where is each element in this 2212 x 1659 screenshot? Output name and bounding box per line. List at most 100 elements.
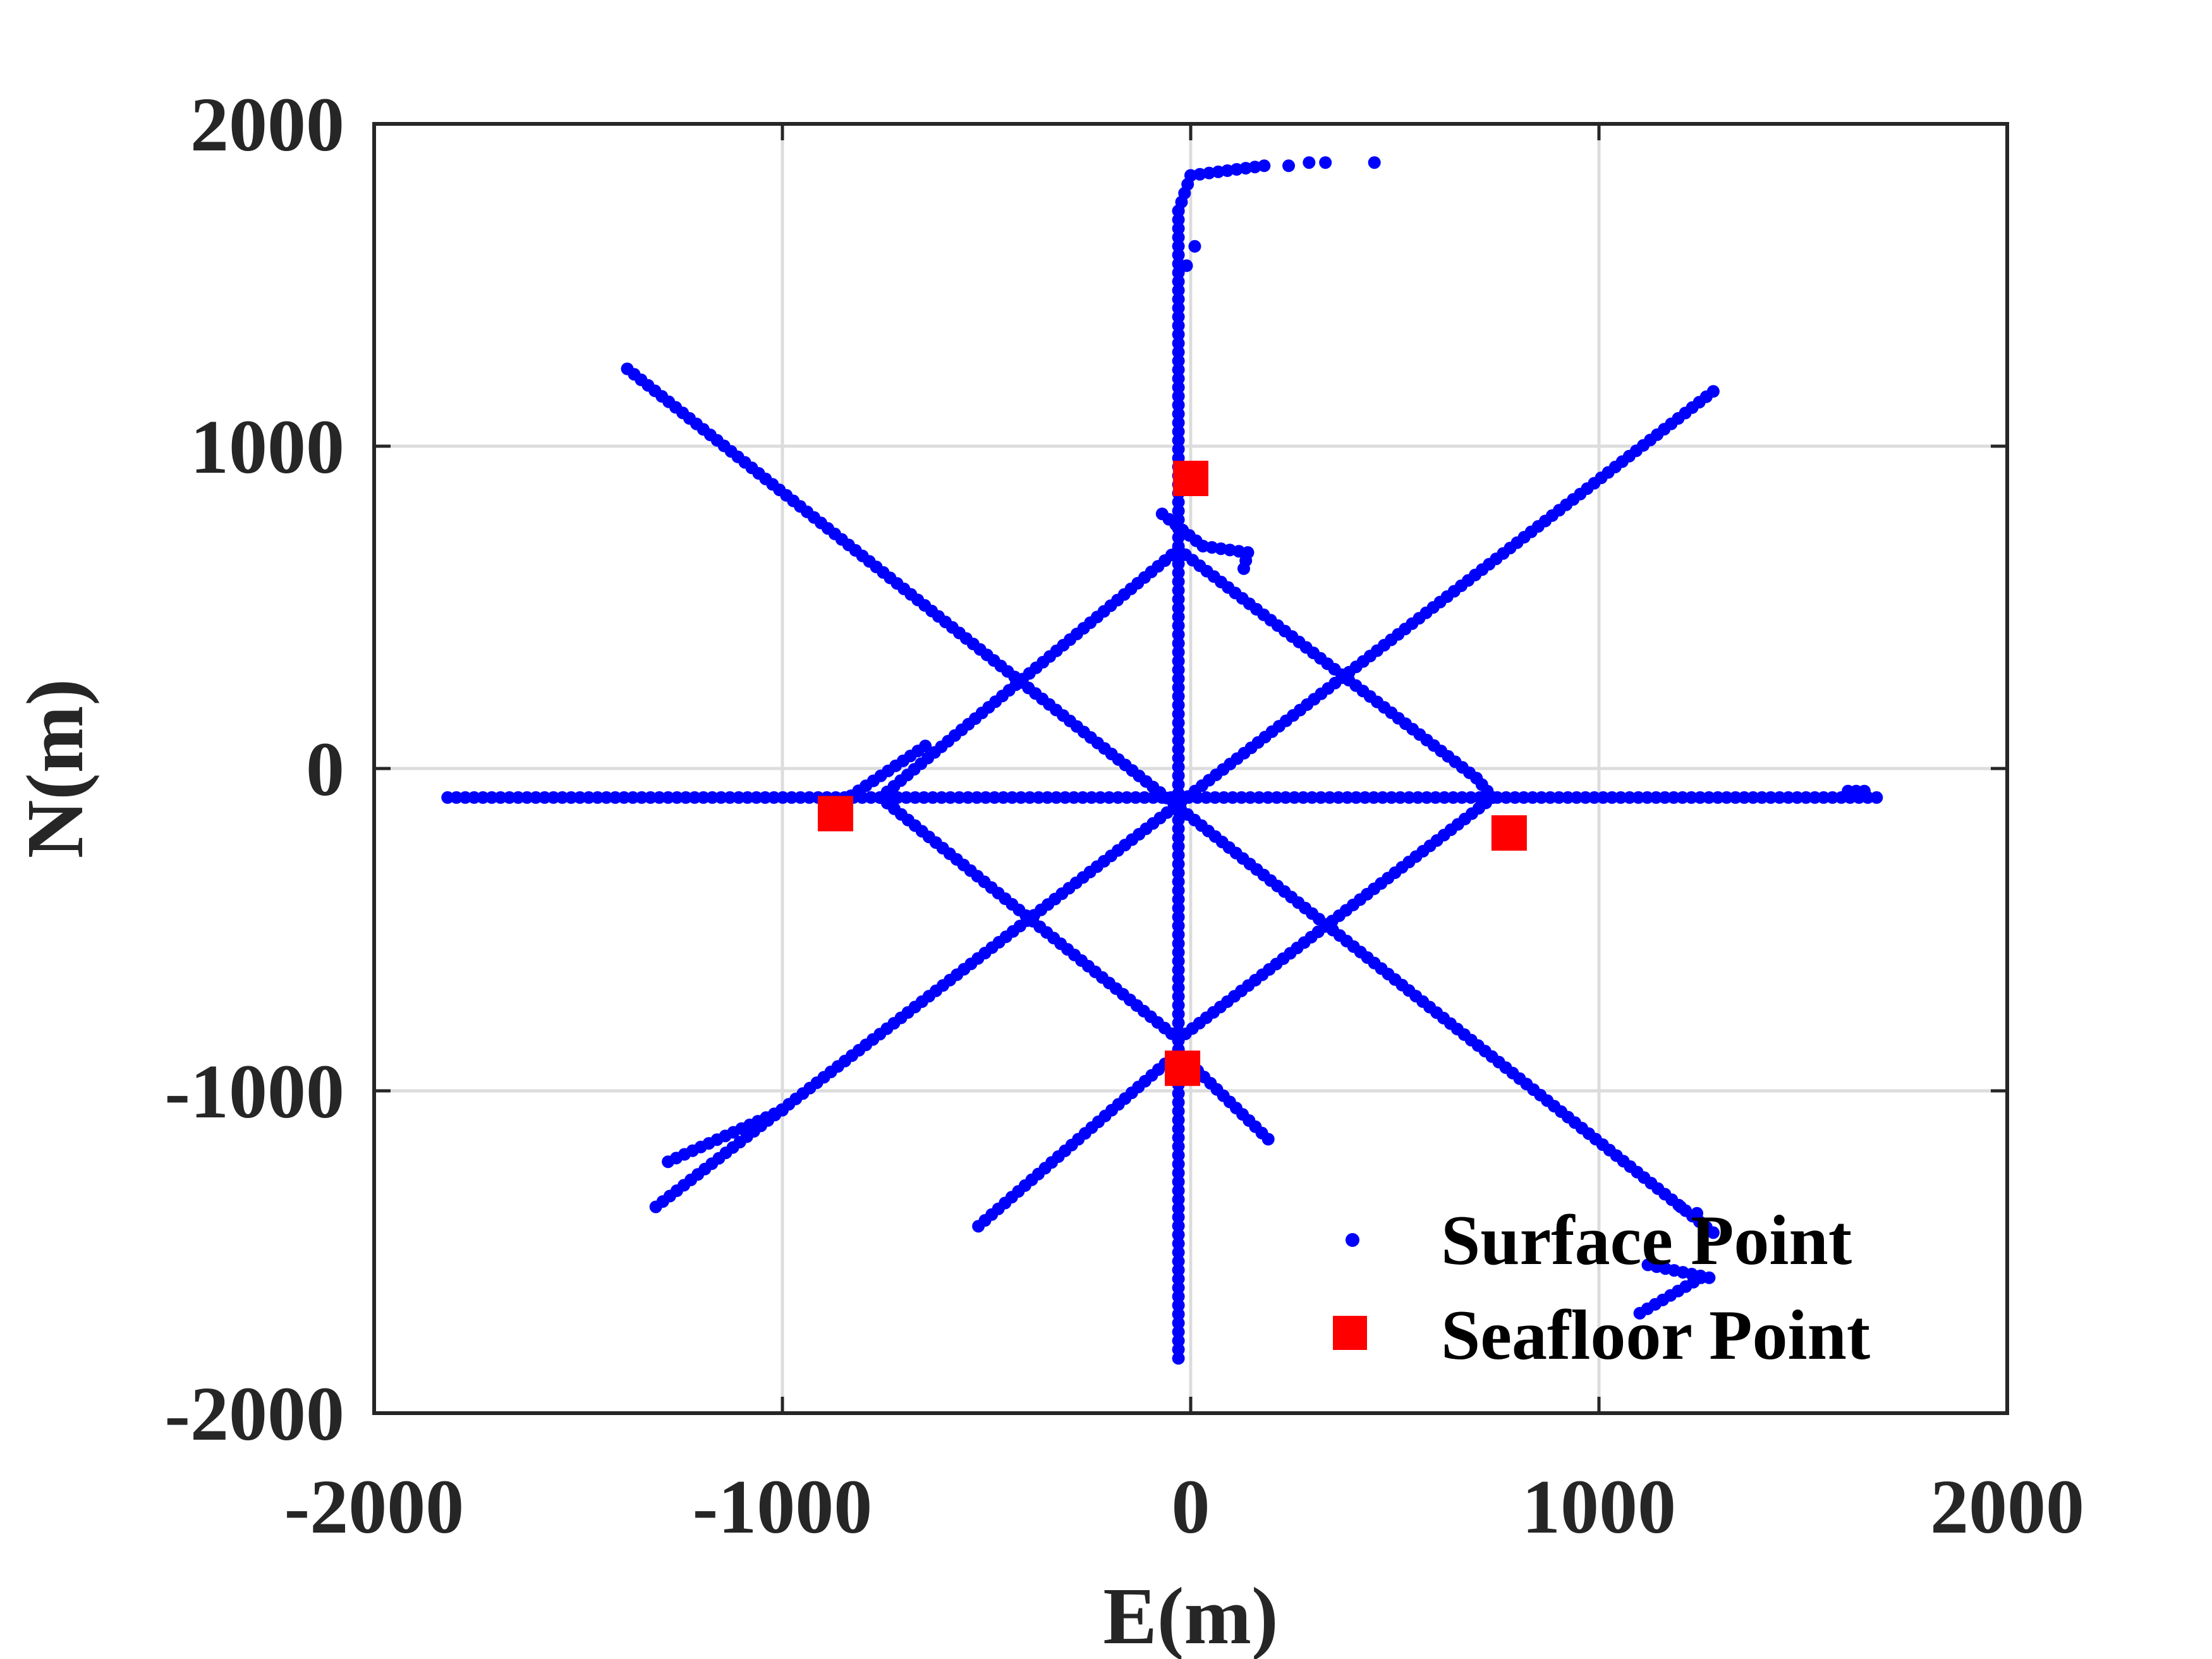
- surface-point: [1826, 791, 1839, 804]
- surface-point: [1172, 337, 1185, 350]
- surface-point: [1172, 672, 1185, 685]
- surface-point: [1561, 791, 1574, 804]
- surface-point: [1067, 791, 1081, 804]
- surface-point: [1172, 566, 1185, 580]
- surface-point: [970, 791, 983, 804]
- surface-point: [697, 791, 710, 804]
- surface-point: [1172, 734, 1185, 747]
- x-tick-label: 0: [1172, 1464, 1210, 1550]
- surface-point: [1315, 791, 1327, 804]
- surface-point: [1172, 619, 1185, 633]
- surface-point: [547, 791, 560, 804]
- y-tick-label: 1000: [190, 404, 344, 490]
- surface-point: [1172, 240, 1185, 253]
- surface-point: [1172, 866, 1185, 880]
- surface-point: [1076, 791, 1090, 804]
- surface-point: [961, 791, 975, 804]
- surface-point: [511, 791, 525, 804]
- surface-point: [794, 791, 807, 804]
- surface-point: [750, 791, 763, 804]
- surface-point: [1244, 791, 1257, 804]
- surface-point: [1385, 791, 1398, 804]
- surface-point: [1172, 222, 1185, 235]
- surface-point: [1172, 355, 1185, 368]
- surface-point: [1438, 791, 1451, 804]
- surface-point: [1367, 791, 1380, 804]
- surface-point: [485, 791, 499, 804]
- surface-point: [1552, 791, 1565, 804]
- surface-point: [1172, 725, 1185, 738]
- surface-point: [952, 791, 966, 804]
- surface-point: [1676, 791, 1689, 804]
- grid-lines: [374, 124, 2007, 1413]
- surface-point: [1588, 791, 1601, 804]
- surface-point: [520, 791, 533, 804]
- surface-point: [1172, 1122, 1185, 1136]
- surface-point: [1172, 1334, 1185, 1347]
- surface-point: [1641, 791, 1654, 804]
- surface-point: [1172, 1308, 1185, 1321]
- surface-point: [1172, 372, 1185, 386]
- surface-point: [1172, 1087, 1185, 1100]
- surface-point: [1172, 275, 1185, 288]
- surface-point: [1172, 346, 1185, 359]
- legend-marker-seafloor-point: [1333, 1316, 1367, 1350]
- surface-point: [503, 791, 516, 804]
- surface-point: [441, 791, 454, 804]
- surface-point: [1323, 791, 1336, 804]
- legend-marker-surface-point: [1346, 1233, 1359, 1247]
- surface-point: [1237, 562, 1250, 575]
- surface-point: [1172, 1255, 1185, 1268]
- surface-point: [1172, 743, 1185, 756]
- surface-point: [1172, 266, 1185, 279]
- surface-point: [1050, 791, 1063, 804]
- surface-point: [1172, 1237, 1185, 1250]
- plot-border: [372, 122, 2009, 1415]
- surface-point: [1172, 611, 1185, 624]
- surface-point: [1172, 716, 1185, 729]
- surface-point: [909, 791, 921, 804]
- surface-point: [1172, 416, 1185, 429]
- seafloor-point: [1173, 461, 1208, 496]
- surface-point: [758, 791, 772, 804]
- surface-point: [926, 791, 939, 804]
- surface-point: [1172, 381, 1185, 394]
- surface-point: [1172, 231, 1185, 244]
- surface-point: [1279, 791, 1292, 804]
- surface-point: [1172, 1316, 1185, 1330]
- surface-point: [653, 791, 666, 804]
- surface-point: [1258, 159, 1271, 173]
- surface-point: [477, 791, 490, 804]
- legend-label-seafloor-point: Seafloor Point: [1441, 1296, 1870, 1375]
- surface-point: [1172, 981, 1185, 994]
- surface-point: [1172, 319, 1185, 332]
- surface-point: [1129, 791, 1142, 804]
- y-tick-label: 2000: [190, 82, 344, 167]
- surface-point: [1526, 791, 1539, 804]
- surface-point: [1764, 791, 1777, 804]
- surface-point: [1172, 1105, 1185, 1118]
- surface-point: [979, 791, 992, 804]
- surface-point: [1172, 1167, 1185, 1179]
- surface-point: [1172, 1352, 1185, 1365]
- surface-point: [1172, 1281, 1185, 1294]
- surface-point: [1172, 778, 1185, 791]
- surface-point: [1411, 791, 1425, 804]
- surface-point: [1172, 902, 1185, 915]
- surface-point: [1729, 791, 1742, 804]
- surface-point: [944, 791, 957, 804]
- surface-point: [997, 791, 1010, 804]
- surface-point: [1172, 1246, 1185, 1259]
- surface-point: [1368, 156, 1381, 169]
- surface-point: [988, 791, 1001, 804]
- surface-point: [919, 739, 932, 753]
- surface-point: [1447, 791, 1460, 804]
- surface-point: [1667, 791, 1680, 804]
- surface-point: [1349, 791, 1363, 804]
- surface-point: [1172, 1343, 1185, 1356]
- surface-point: [1270, 791, 1284, 804]
- x-tick-label: 1000: [1522, 1464, 1676, 1550]
- surface-point: [1172, 760, 1185, 774]
- surface-point: [1711, 791, 1725, 804]
- surface-point: [1799, 791, 1813, 804]
